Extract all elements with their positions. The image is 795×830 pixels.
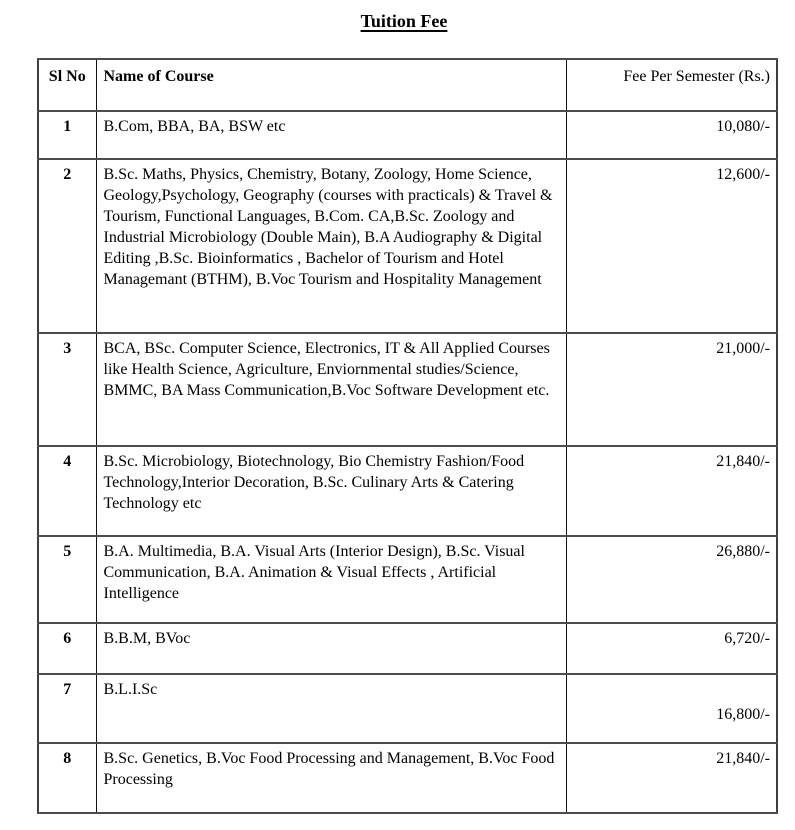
cell-course-name: B.B.M, BVoc (95, 622, 567, 675)
cell-sl-no: 1 (37, 110, 97, 160)
table-row: 2 B.Sc. Maths, Physics, Chemistry, Botany… (37, 158, 778, 334)
cell-fee-amount: 26,880/- (565, 535, 778, 624)
cell-fee-amount: 6,720/- (565, 622, 778, 675)
header-sl-no: Sl No (37, 58, 97, 112)
table-header-row: Sl No Name of Course Fee Per Semester (R… (37, 58, 778, 112)
table-row: 8 B.Sc. Genetics, B.Voc Food Processing a… (37, 742, 778, 814)
table-row: 3 BCA, BSc. Computer Science, Electronics… (37, 332, 778, 447)
cell-fee-amount: 21,000/- (565, 332, 778, 447)
tuition-fee-table: Sl No Name of Course Fee Per Semester (R… (37, 58, 778, 814)
cell-course-name: B.A. Multimedia, B.A. Visual Arts (Inter… (95, 535, 567, 624)
table-row: 5 B.A. Multimedia, B.A. Visual Arts (Inte… (37, 535, 778, 624)
header-course-name: Name of Course (95, 58, 567, 112)
cell-course-name: B.L.I.Sc (95, 673, 567, 744)
cell-course-name: B.Sc. Genetics, B.Voc Food Processing an… (95, 742, 567, 814)
cell-sl-no: 8 (37, 742, 97, 814)
table-row: 7 B.L.I.Sc 16,800/- (37, 673, 778, 744)
cell-sl-no: 4 (37, 445, 97, 537)
page-title: Tuition Fee (360, 11, 448, 31)
cell-fee-amount: 10,080/- (565, 110, 778, 160)
fee-table-body: 1 B.Com, BBA, BA, BSW etc 10,080/- 2 B.Sc. M… (37, 110, 778, 814)
table-row: 1 B.Com, BBA, BA, BSW etc 10,080/- (37, 110, 778, 160)
cell-fee-amount: 12,600/- (565, 158, 778, 334)
table-row: 6 B.B.M, BVoc 6,720/- (37, 622, 778, 675)
cell-fee-amount: 16,800/- (565, 673, 778, 744)
cell-sl-no: 7 (37, 673, 97, 744)
table-row: 4 B.Sc. Microbiology, Biotechnology, Bio … (37, 445, 778, 537)
cell-sl-no: 3 (37, 332, 97, 447)
header-fee-per-semester: Fee Per Semester (Rs.) (565, 58, 778, 112)
cell-sl-no: 2 (37, 158, 97, 334)
cell-fee-amount: 21,840/- (565, 742, 778, 814)
cell-course-name: B.Com, BBA, BA, BSW etc (95, 110, 567, 160)
cell-course-name: BCA, BSc. Computer Science, Electronics,… (95, 332, 567, 447)
cell-course-name: B.Sc. Microbiology, Biotechnology, Bio C… (95, 445, 567, 537)
cell-fee-amount: 21,840/- (565, 445, 778, 537)
cell-sl-no: 6 (37, 622, 97, 675)
cell-sl-no: 5 (37, 535, 97, 624)
cell-course-name: B.Sc. Maths, Physics, Chemistry, Botany,… (95, 158, 567, 334)
